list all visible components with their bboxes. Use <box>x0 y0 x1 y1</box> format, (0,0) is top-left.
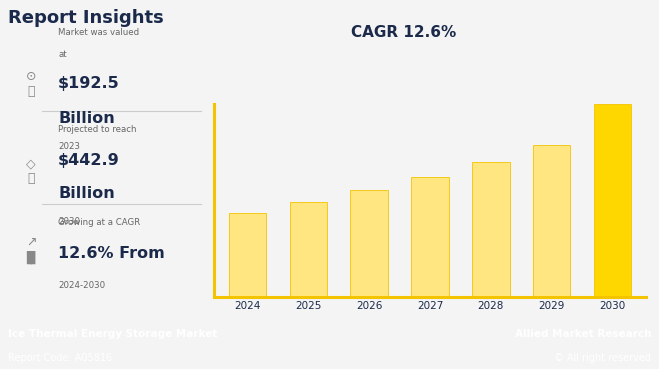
Text: © All right reserved: © All right reserved <box>554 353 651 363</box>
Text: Growing at a CAGR: Growing at a CAGR <box>58 218 140 227</box>
Bar <box>472 162 509 297</box>
Bar <box>351 190 388 297</box>
Text: Report Code: A05816: Report Code: A05816 <box>8 353 112 363</box>
Text: ⊙
✋: ⊙ ✋ <box>26 70 36 98</box>
Bar <box>411 177 449 297</box>
Text: $442.9: $442.9 <box>58 153 120 168</box>
Text: Market was valued: Market was valued <box>58 28 139 37</box>
Bar <box>289 202 328 297</box>
Text: ↗
▐▌: ↗ ▐▌ <box>22 235 41 263</box>
Text: ◇
✋: ◇ ✋ <box>26 158 36 186</box>
Text: Allied Market Research: Allied Market Research <box>515 329 651 339</box>
Text: Projected to reach: Projected to reach <box>58 125 136 134</box>
Bar <box>532 145 571 297</box>
Text: $192.5: $192.5 <box>58 76 120 92</box>
Text: at: at <box>58 50 67 59</box>
Bar <box>594 104 631 297</box>
Text: CAGR 12.6%: CAGR 12.6% <box>351 25 457 40</box>
Text: Billion: Billion <box>58 186 115 200</box>
Text: 2023: 2023 <box>58 142 80 151</box>
Text: Ice Thermal Energy Storage Market: Ice Thermal Energy Storage Market <box>8 329 217 339</box>
Bar <box>229 213 266 297</box>
Text: 2030: 2030 <box>58 217 80 226</box>
Text: Billion: Billion <box>58 111 115 126</box>
Text: Report Insights: Report Insights <box>9 9 164 27</box>
Text: 12.6% From: 12.6% From <box>58 246 165 261</box>
Text: 2024-2030: 2024-2030 <box>58 281 105 290</box>
